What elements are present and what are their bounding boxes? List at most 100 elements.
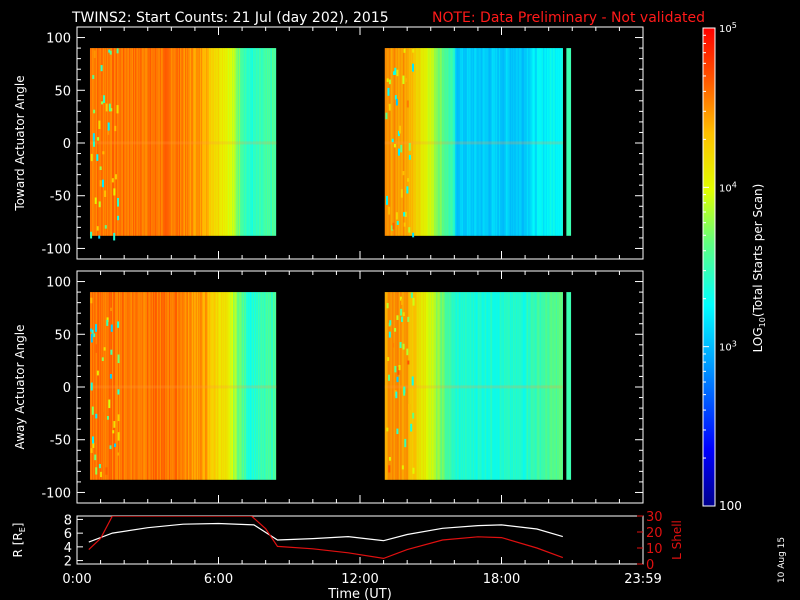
radius-tick-label: 6 <box>64 527 72 542</box>
heatmap-column <box>498 292 500 480</box>
heatmap-column <box>193 48 196 236</box>
heatmap-column <box>522 292 524 480</box>
heatmap-speckle <box>408 154 411 160</box>
heatmap-column <box>219 292 222 480</box>
heatmap-column <box>210 292 213 480</box>
heatmap-speckle <box>90 153 93 162</box>
heatmap-column <box>499 48 501 236</box>
heatmap-speckle <box>102 95 105 103</box>
heatmap-column <box>225 48 228 236</box>
heatmap-column <box>269 292 272 480</box>
toward-y-ticks: 100 50 0 -50 -100 <box>41 27 644 259</box>
heatmap-column <box>420 292 422 480</box>
heatmap-speckle <box>114 443 117 448</box>
heatmap-column <box>523 292 525 480</box>
heatmap-column <box>414 292 416 480</box>
heatmap-column <box>270 48 273 236</box>
heatmap-column <box>477 292 479 480</box>
heatmap-column <box>435 292 437 480</box>
radius-tick-label: 8 <box>64 513 72 528</box>
heatmap-column <box>266 48 269 236</box>
heatmap-column <box>533 48 535 236</box>
heatmap-column <box>412 292 414 480</box>
heatmap-column <box>148 292 151 480</box>
heatmap-speckle <box>412 49 415 53</box>
heatmap-column <box>466 48 468 236</box>
heatmap-column <box>101 48 104 236</box>
heatmap-speckle <box>92 133 95 141</box>
heatmap-column <box>268 292 271 480</box>
heatmap-column <box>461 292 463 480</box>
colorbar: 105 104 103 100 LOG10(Total Starts per Scan… <box>702 21 767 513</box>
heatmap-column <box>508 292 510 480</box>
heatmap-column <box>437 48 439 236</box>
heatmap-column <box>543 292 545 480</box>
heatmap-speckle <box>397 130 400 137</box>
heatmap-speckle <box>108 399 111 409</box>
heatmap-column <box>384 292 386 480</box>
heatmap-column <box>153 48 156 236</box>
heatmap-column <box>465 48 467 236</box>
heatmap-speckle <box>404 438 407 448</box>
lshell-tick-label: 10 <box>646 542 663 557</box>
heatmap-column <box>401 292 403 480</box>
heatmap-speckle <box>113 232 116 241</box>
heatmap-column <box>162 292 165 480</box>
heatmap-speckle <box>95 324 98 332</box>
heatmap-column <box>223 48 226 236</box>
heatmap-column <box>115 292 118 480</box>
heatmap-column <box>432 292 434 480</box>
heatmap-column <box>129 292 132 480</box>
heatmap-column <box>390 292 392 480</box>
heatmap-column <box>159 48 162 236</box>
heatmap-column <box>163 292 166 480</box>
heatmap-column <box>504 48 506 236</box>
heatmap-column <box>100 292 103 480</box>
heatmap-column <box>394 48 396 236</box>
heatmap-column <box>257 48 260 236</box>
heatmap-column <box>254 292 257 480</box>
heatmap-column <box>457 292 459 480</box>
heatmap-column <box>524 292 526 480</box>
heatmap-column <box>208 292 211 480</box>
heatmap-speckle <box>112 430 115 434</box>
heatmap-column <box>435 48 437 236</box>
heatmap-column <box>186 292 189 480</box>
heatmap-column <box>260 292 263 480</box>
heatmap-column <box>220 292 223 480</box>
heatmap-speckle <box>399 296 402 301</box>
away-y-ticks: 100 50 0 -50 -100 <box>41 271 644 503</box>
heatmap-column <box>185 48 188 236</box>
heatmap-column <box>472 292 474 480</box>
heatmap-column <box>534 48 536 236</box>
heatmap-column <box>494 292 496 480</box>
heatmap-column <box>403 292 405 480</box>
heatmap-speckle <box>101 101 104 105</box>
heatmap-column <box>145 292 148 480</box>
heatmap-speckle <box>113 188 116 196</box>
heatmap-column <box>110 48 113 236</box>
heatmap-column <box>106 48 109 236</box>
heatmap-column <box>394 292 396 480</box>
heatmap-column <box>195 292 198 480</box>
heatmap-column <box>421 292 423 480</box>
heatmap-column <box>480 48 482 236</box>
heatmap-column <box>98 48 101 236</box>
heatmap-column <box>424 292 426 480</box>
heatmap-column <box>106 292 109 480</box>
heatmap-column <box>211 48 214 236</box>
heatmap-speckle <box>117 215 120 221</box>
heatmap-column <box>187 292 190 480</box>
heatmap-column <box>163 48 166 236</box>
heatmap-column <box>515 48 517 236</box>
heatmap-column <box>261 292 264 480</box>
heatmap-column <box>90 48 93 236</box>
heatmap-speckle <box>103 347 106 351</box>
heatmap-column <box>182 48 185 236</box>
heatmap-column <box>138 48 141 236</box>
heatmap-column <box>401 48 403 236</box>
heatmap-column <box>456 292 458 480</box>
heatmap-column <box>536 292 538 480</box>
heatmap-column <box>537 48 539 236</box>
heatmap-column <box>551 292 553 480</box>
